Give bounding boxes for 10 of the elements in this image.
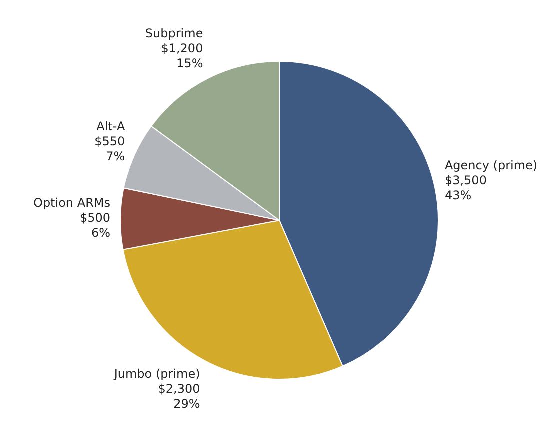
data-label: $550 7% [94,134,126,164]
data-label: $1,200 15% [161,42,204,71]
slice-label: Jumbo (prime) [113,366,200,381]
slice-label: Alt-A [96,120,126,134]
slice-label: Option ARMs [33,196,111,210]
slice-label: Subprime [145,26,204,41]
data-label: $500 6% [80,210,111,240]
data-label: $3,500 43% [444,174,487,203]
data-label: $2,300 29% [158,382,200,411]
slice-label: Agency (prime) [444,158,538,173]
